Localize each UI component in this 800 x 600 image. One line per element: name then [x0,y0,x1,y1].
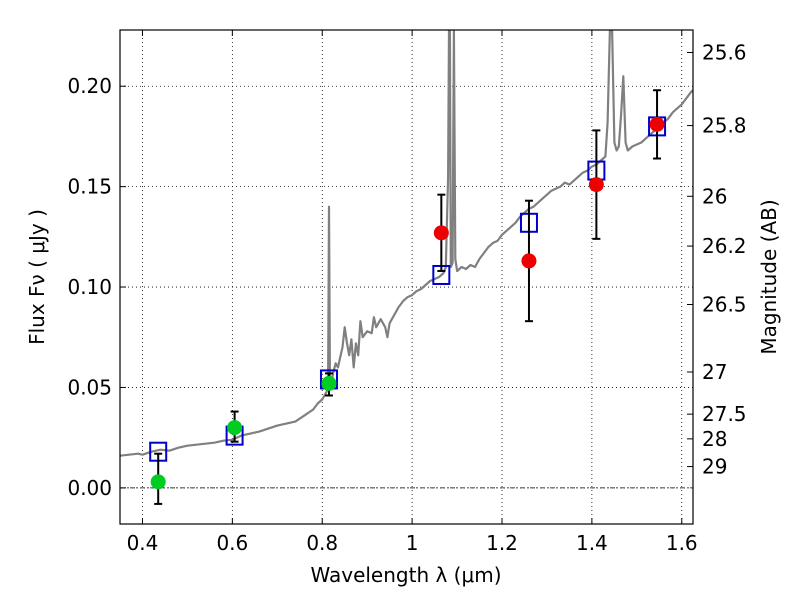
x-tick-label: 1.6 [666,531,698,555]
x-tick-label: 1.2 [486,531,518,555]
right-tick-label: 26 [702,184,727,208]
y-tick-label: 0.15 [67,175,112,199]
y-tick-label: 0.10 [67,275,112,299]
right-tick-label: 26.2 [702,234,747,258]
data-point-1-0 [150,474,166,490]
data-point-2-2 [588,177,604,193]
x-axis-label: Wavelength λ (μm) [310,563,501,587]
x-tick-label: 1.4 [576,531,608,555]
x-tick-label: 0.4 [127,531,159,555]
spectrum-layer [120,30,693,457]
spectrum-line [120,30,693,457]
y-tick-label: 0.20 [67,74,112,98]
right-tick-label: 26.5 [702,293,747,317]
x-tick-label: 0.6 [216,531,248,555]
x-tick-label: 0.8 [306,531,338,555]
data-point-2-0 [433,225,449,241]
markers-layer [149,89,667,505]
right-tick-label: 27.5 [702,402,747,426]
data-point-1-2 [321,375,337,391]
y-axis-label: Flux Fν ( μJy ) [25,209,49,345]
data-point-2-1 [521,253,537,269]
plot-frame [119,29,694,525]
right-tick-label: 29 [702,455,727,479]
x-tick-label: 1 [406,531,419,555]
y-axis-label-right: Magnitude (AB) [757,199,781,354]
right-tick-label: 27 [702,360,727,384]
y-tick-label: 0.00 [67,476,112,500]
y-tick-label: 0.05 [67,375,112,399]
data-point-2-3 [649,116,665,132]
right-tick-label: 28 [702,427,727,451]
ticks-layer: 0.4 0.6 0.8 1 1.2 1.4 1.6 0.00 0.05 0.10 0.15 0.20 2… [67,30,747,555]
right-tick-label: 25.8 [702,114,747,138]
data-point-1-1 [227,420,243,436]
grid-layer [120,30,693,524]
right-tick-label: 25.6 [702,40,747,64]
